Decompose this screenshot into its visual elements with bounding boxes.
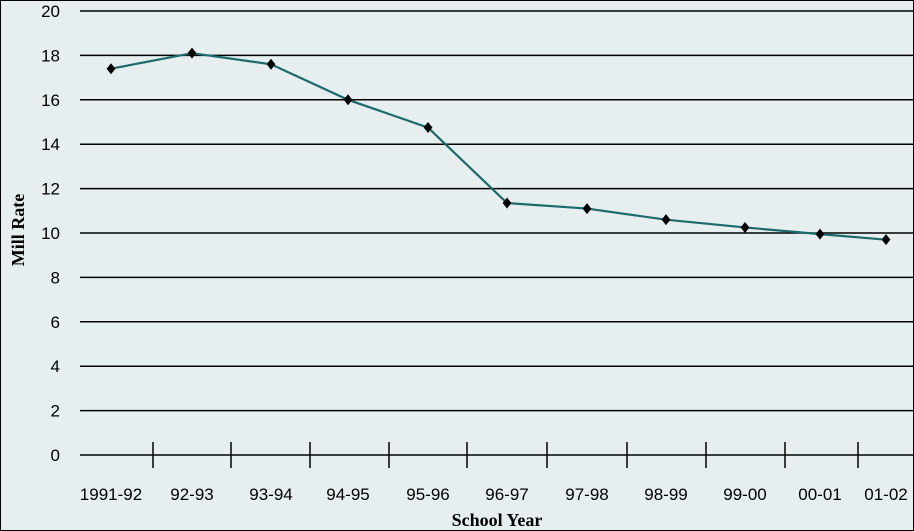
y-tick-label: 16 <box>41 91 60 110</box>
series-line <box>110 52 887 241</box>
y-axis-ticks: 0 2 4 6 8 10 12 14 16 18 20 <box>41 2 60 465</box>
x-axis-ticks: 1991-92 92-93 93-94 94-95 95-96 96-97 97-98 98-… <box>80 442 908 504</box>
y-tick-label: 2 <box>51 402 60 421</box>
data-point <box>502 197 512 209</box>
data-point <box>106 63 116 75</box>
x-tick-label: 01-02 <box>864 485 907 504</box>
y-tick-label: 12 <box>41 180 60 199</box>
data-point <box>740 221 750 233</box>
y-tick-label: 8 <box>51 268 60 287</box>
y-tick-label: 18 <box>41 46 60 65</box>
data-point <box>661 214 671 226</box>
x-tick-label: 94-95 <box>326 485 369 504</box>
data-point <box>815 228 825 240</box>
y-axis-title: Mill Rate <box>8 194 28 266</box>
y-tick-label: 20 <box>41 2 60 21</box>
x-tick-label: 95-96 <box>406 485 449 504</box>
y-tick-label: 10 <box>41 224 60 243</box>
x-tick-label: 92-93 <box>170 485 213 504</box>
data-point <box>343 94 353 106</box>
x-tick-label: 97-98 <box>565 485 608 504</box>
y-tick-label: 14 <box>41 135 60 154</box>
gridlines <box>80 10 914 456</box>
y-tick-label: 0 <box>51 446 60 465</box>
y-tick-label: 4 <box>51 357 60 376</box>
data-point <box>582 203 592 215</box>
series-mill-rate <box>106 47 891 246</box>
x-tick-label: 00-01 <box>798 485 841 504</box>
x-tick-label: 96-97 <box>485 485 528 504</box>
x-axis-title: School Year <box>452 510 543 530</box>
x-tick-label: 93-94 <box>249 485 292 504</box>
y-tick-label: 6 <box>51 313 60 332</box>
data-point <box>187 47 197 59</box>
x-tick-label: 98-99 <box>644 485 687 504</box>
x-tick-label: 99-00 <box>723 485 766 504</box>
data-point <box>423 122 433 134</box>
data-point <box>881 234 891 246</box>
data-point <box>266 58 276 70</box>
x-tick-label: 1991-92 <box>80 485 142 504</box>
